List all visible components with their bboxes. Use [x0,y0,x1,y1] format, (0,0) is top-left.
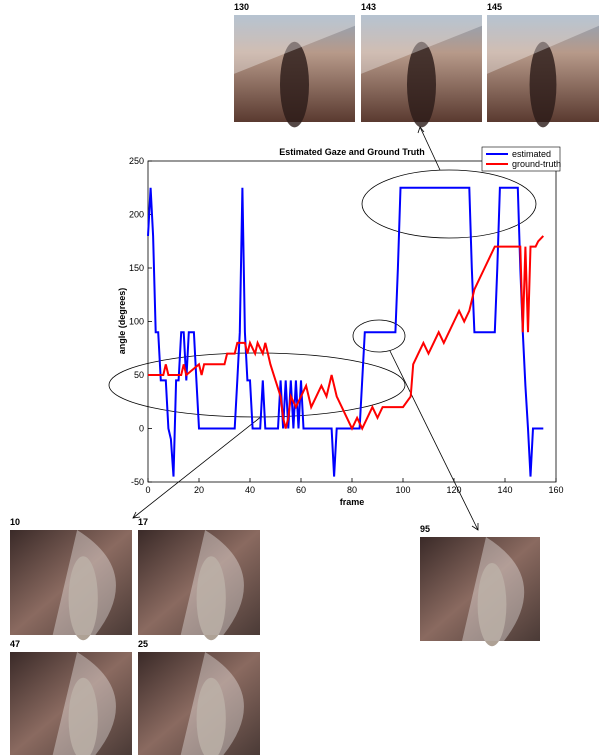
legend-label: ground-truth [512,159,561,169]
x-tick-label: 120 [446,485,461,495]
thumbnail-label: 143 [361,2,376,12]
y-tick-label: 150 [129,263,144,273]
x-tick-label: 80 [347,485,357,495]
x-axis-label: frame [340,497,365,507]
y-tick-label: -50 [131,477,144,487]
x-tick-label: 40 [245,485,255,495]
x-tick-label: 160 [548,485,563,495]
y-tick-label: 100 [129,317,144,327]
x-tick-label: 100 [395,485,410,495]
y-tick-label: 200 [129,210,144,220]
y-tick-label: 0 [139,424,144,434]
x-tick-label: 20 [194,485,204,495]
x-tick-label: 140 [497,485,512,495]
thumbnail-figure [530,42,557,128]
legend-label: estimated [512,149,551,159]
thumbnail-label: 25 [138,639,148,649]
thumbnail-figure [280,42,309,128]
y-tick-label: 50 [134,370,144,380]
chart-title: Estimated Gaze and Ground Truth [279,147,425,157]
thumbnail-label: 145 [487,2,502,12]
figure: 130 143 145 10 17 95 47 25 Estimated Gaze and G… [0,0,599,755]
y-tick-label: 250 [129,156,144,166]
thumbnail-figure [407,42,436,128]
series-line [148,188,543,477]
thumbnail-label: 95 [420,524,430,534]
thumbnail-label: 47 [10,639,20,649]
x-tick-label: 0 [145,485,150,495]
x-tick-label: 60 [296,485,306,495]
thumbnail-label: 130 [234,2,249,12]
thumbnail-label: 17 [138,517,148,527]
y-axis-label: angle (degrees) [117,288,127,355]
thumbnail-label: 10 [10,517,20,527]
